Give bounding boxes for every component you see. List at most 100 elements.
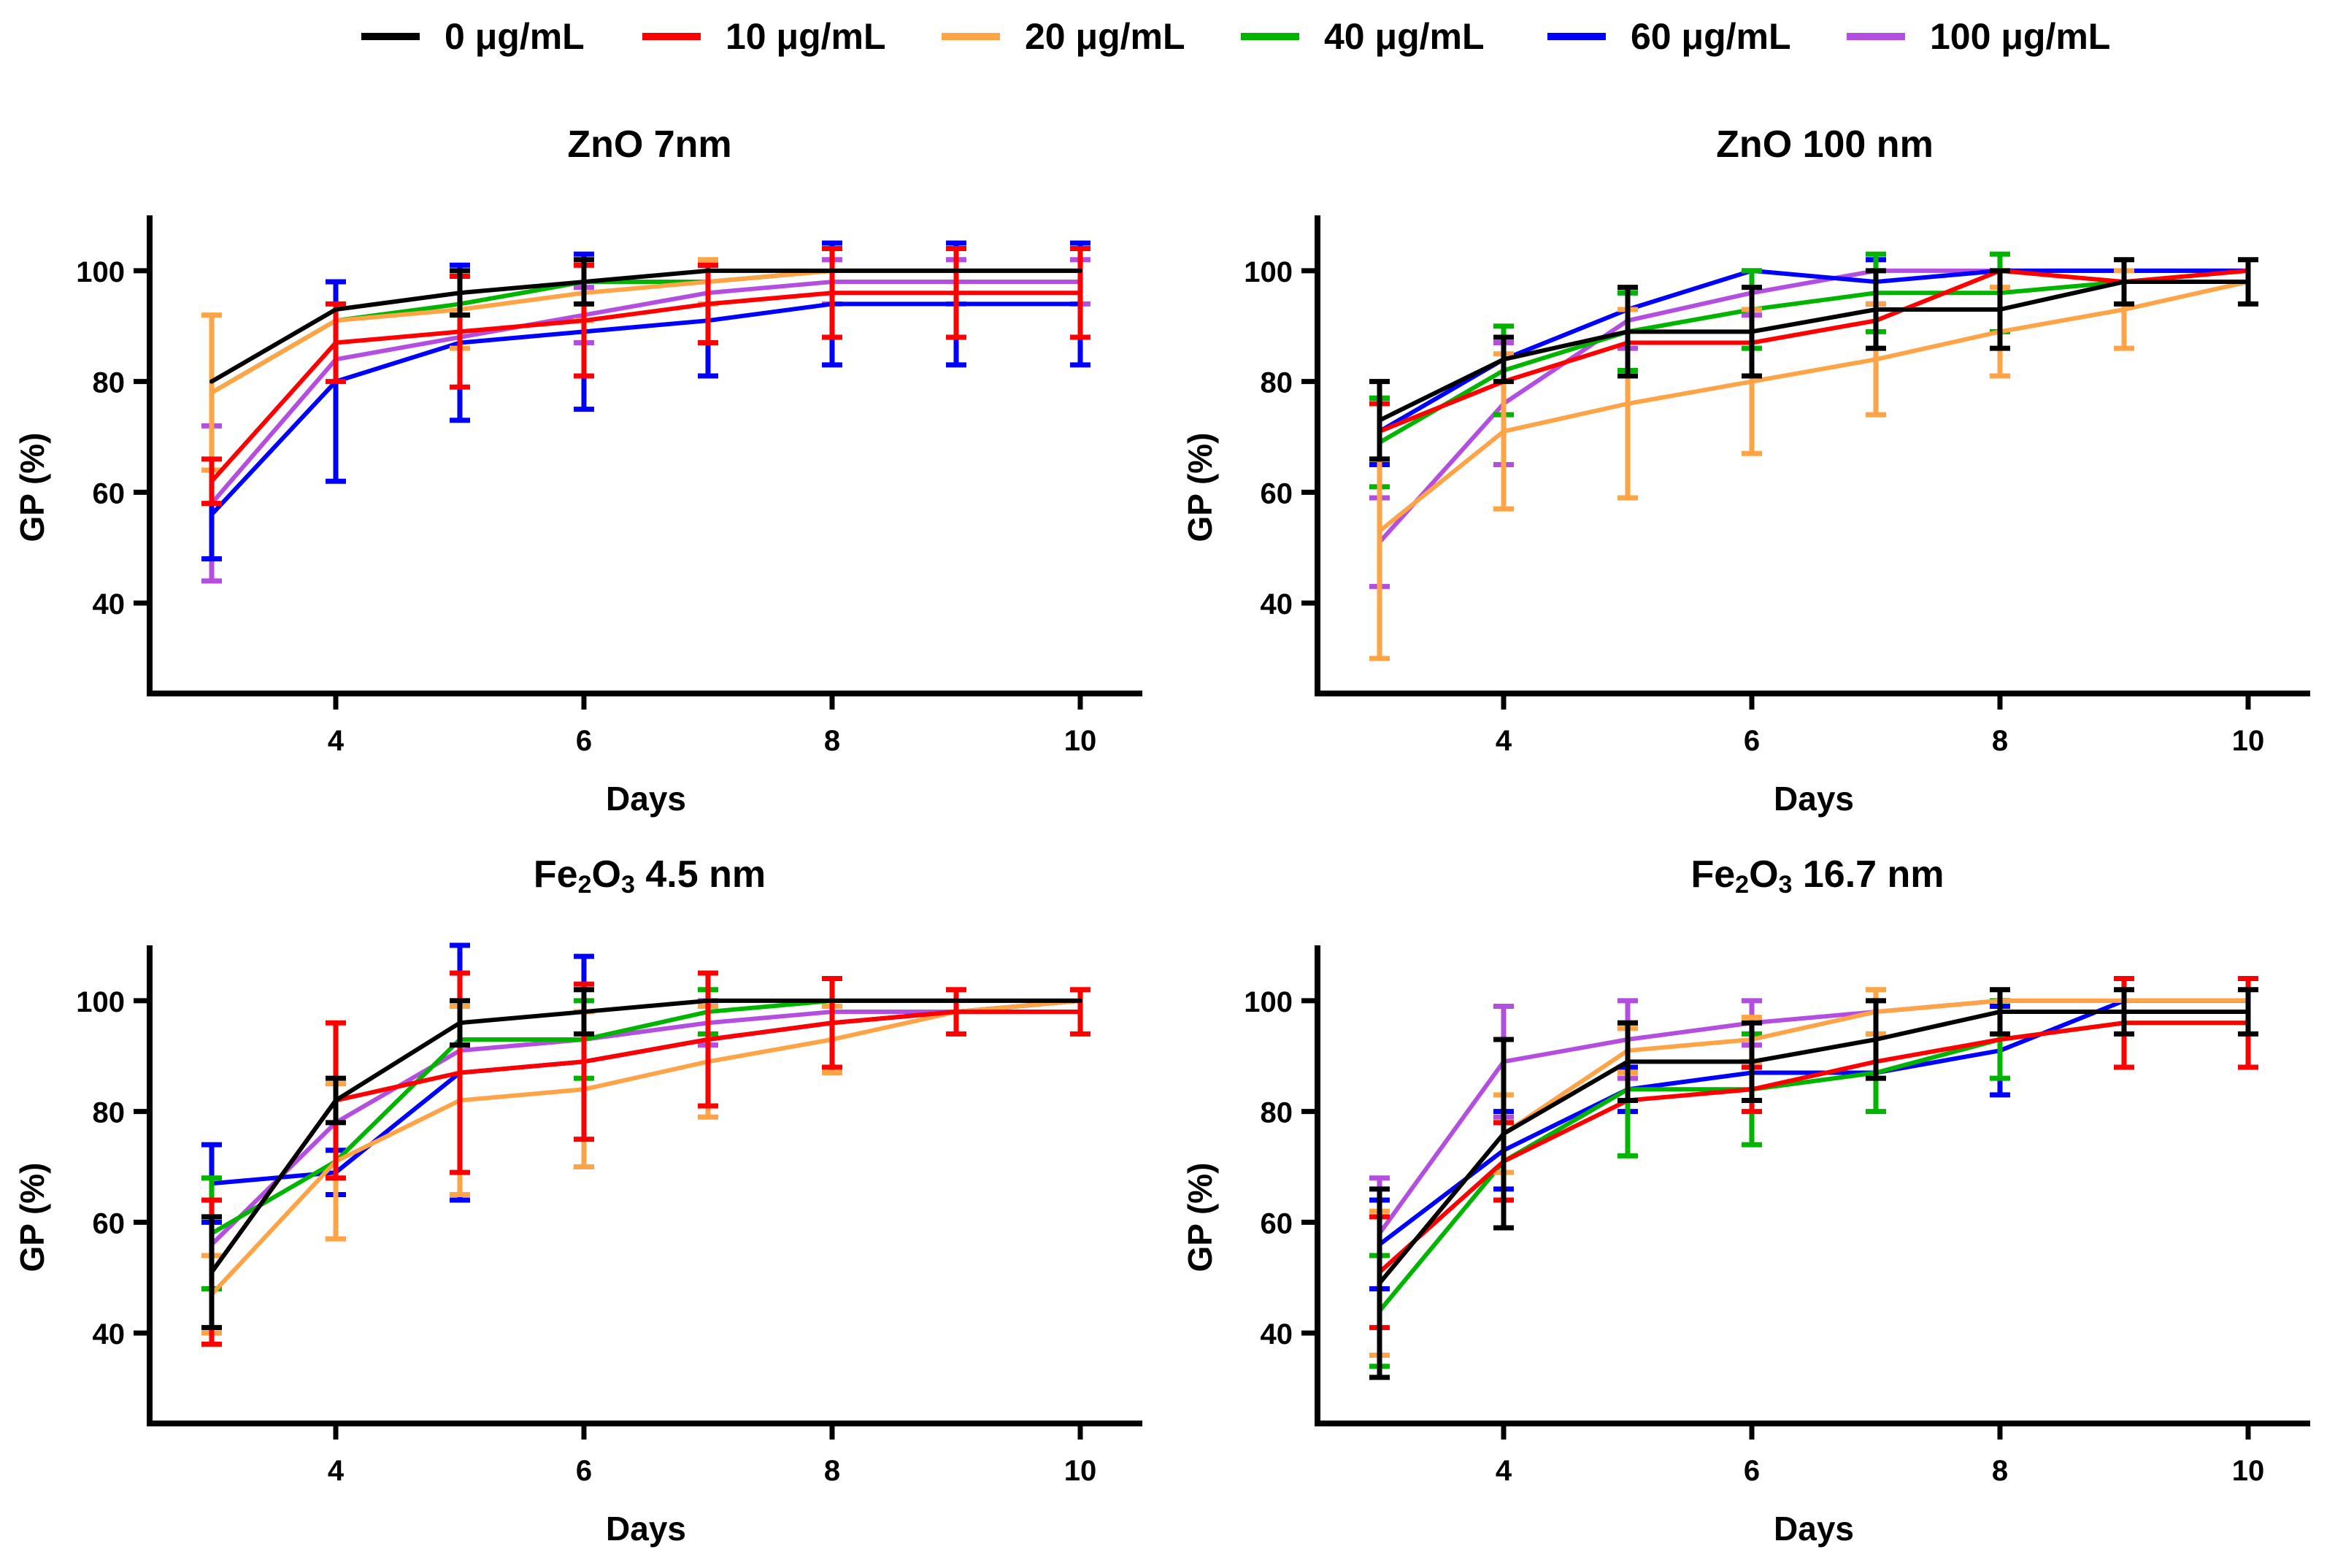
x-tick-label: 4: [1496, 1455, 1512, 1487]
legend-label-40: 40 μg/mL: [1324, 16, 1485, 57]
series-0-g-ml-line: [1377, 280, 2250, 423]
series-0-g-ml-point: [706, 998, 710, 1003]
series-60-g-ml-line: [209, 301, 1082, 517]
y-tick-label: 80: [1261, 367, 1293, 399]
legend-swatch-20: [942, 33, 1000, 40]
chart-zno-7nm: 40 60 80 100 4 6 8 10 Days GP (%): [13, 215, 1142, 818]
series-10-g-ml: [201, 246, 1090, 507]
series-10-g-ml-point: [706, 1037, 710, 1042]
series-0-g-ml-line: [209, 268, 1082, 384]
x-tick-label: 6: [1744, 1455, 1760, 1487]
series-20-g-ml-point: [1750, 379, 1754, 384]
series-0-g-ml-point: [2246, 280, 2250, 285]
series-0-g-ml-line: [209, 998, 1082, 1275]
legend-swatch-0: [361, 33, 420, 40]
series-10-g-ml-point: [954, 291, 958, 296]
series-0-g-ml-point: [458, 291, 462, 296]
series-20-g-ml-point: [1874, 357, 1878, 362]
series-0-g-ml-point: [582, 280, 586, 285]
series-20-g-ml-line: [209, 268, 1082, 395]
panel-fe2o3-16-7nm: Fe2O3 16.7 nm 40 60 80 100 4 6 8 10 Days GP (%): [1168, 810, 2335, 1548]
series-0-g-ml-point: [2122, 280, 2126, 285]
panel-title-fe2o3-4-5nm: Fe2O3 4.5 nm: [533, 853, 766, 899]
x-tick-label: 10: [2232, 1455, 2265, 1487]
series-10-g-ml-line: [1377, 268, 2250, 434]
series-20-g-ml-point: [209, 390, 214, 395]
series-0-g-ml-point: [954, 268, 958, 273]
series-10-g-ml: [201, 970, 1090, 1347]
y-tick-label: 40: [1261, 1318, 1293, 1350]
y-tick-label: 40: [93, 1318, 126, 1350]
series-0-g-ml: [209, 257, 1082, 384]
legend-item-0: 0 μg/mL: [361, 15, 585, 58]
x-axis-label: Days: [606, 1510, 686, 1548]
series-0-g-ml-point: [1626, 329, 1630, 334]
series-10-g-ml-point: [954, 1010, 958, 1015]
series-0-g-ml-point: [830, 268, 834, 273]
legend-label-10: 10 μg/mL: [726, 16, 886, 57]
series-0-g-ml: [1369, 257, 2258, 462]
series-10-g-ml-line: [1377, 1021, 2250, 1275]
series-10-g-ml-point: [830, 1021, 834, 1026]
series-10-g-ml-point: [458, 329, 462, 334]
chart-legend: 0 μg/mL 10 μg/mL 20 μg/mL 40 μg/mL 60 μg…: [0, 0, 2335, 80]
x-tick-label: 4: [328, 725, 345, 757]
y-axis-label: GP (%): [13, 1163, 51, 1272]
panel-title-zno-100nm: ZnO 100 nm: [1716, 123, 1934, 166]
series-0-g-ml-point: [1377, 1280, 1382, 1285]
y-tick-label: 100: [76, 256, 125, 288]
series-10-g-ml-line: [209, 1010, 1082, 1275]
series-0-g-ml-point: [334, 1098, 338, 1103]
series-10-g-ml-point: [209, 479, 214, 484]
series-20-g-ml-line: [1377, 998, 2250, 1285]
x-tick-label: 4: [328, 1455, 345, 1487]
chart-zno-100nm: 40 60 80 100 4 6 8 10 Days GP (%): [1181, 215, 2310, 818]
legend-item-40: 40 μg/mL: [1241, 15, 1485, 58]
series-10-g-ml-point: [458, 1070, 462, 1075]
y-tick-label: 60: [1261, 477, 1293, 510]
legend-item-100: 100 μg/mL: [1847, 15, 2110, 58]
series-40-g-ml-line: [1377, 280, 2250, 445]
y-tick-label: 80: [93, 367, 126, 399]
y-axis-label: GP (%): [1181, 1163, 1219, 1272]
series-0-g-ml-point: [2246, 1010, 2250, 1015]
series-20-g-ml-point: [1501, 428, 1506, 434]
legend-item-60: 60 μg/mL: [1547, 15, 1791, 58]
chart-fe2o3-16-7nm: 40 60 80 100 4 6 8 10 Days GP (%): [1181, 945, 2310, 1548]
series-10-g-ml-point: [582, 318, 586, 323]
panel-title-fe2o3-16-7nm: Fe2O3 16.7 nm: [1690, 853, 1944, 899]
series-0-g-ml-point: [1874, 1037, 1878, 1042]
series-20-g-ml-line: [209, 998, 1082, 1297]
series-0-g-ml-point: [830, 998, 834, 1003]
series-0-g-ml-point: [334, 307, 338, 312]
series-10-g-ml-point: [334, 340, 338, 345]
x-tick-label: 8: [1992, 1455, 2008, 1487]
series-0-g-ml-point: [1750, 1059, 1754, 1064]
series-60-g-ml-point: [209, 512, 214, 517]
series-0-g-ml-point: [1874, 307, 1878, 312]
x-tick-label: 8: [824, 1455, 840, 1487]
x-tick-label: 6: [1744, 725, 1760, 757]
legend-swatch-60: [1547, 33, 1606, 40]
y-tick-label: 80: [1261, 1097, 1293, 1129]
x-axis-label: Days: [1774, 1510, 1854, 1548]
series-0-g-ml-point: [209, 1269, 214, 1275]
legend-item-10: 10 μg/mL: [642, 15, 886, 58]
series-0-g-ml-point: [1501, 1131, 1506, 1136]
series-10-g-ml-point: [1078, 291, 1082, 296]
x-tick-label: 8: [824, 725, 840, 757]
series-10-g-ml-point: [1078, 1010, 1082, 1015]
series-100-g-ml-line: [209, 1010, 1082, 1247]
series-20-g-ml-point: [2122, 307, 2126, 312]
x-axis-label: Days: [1774, 780, 1854, 818]
y-tick-label: 80: [93, 1097, 126, 1129]
legend-swatch-100: [1847, 33, 1905, 40]
y-axis-label: GP (%): [1181, 433, 1219, 542]
y-tick-label: 100: [1244, 256, 1293, 288]
series-0-g-ml-point: [1501, 357, 1506, 362]
legend-swatch-10: [642, 33, 701, 40]
x-tick-label: 4: [1496, 725, 1512, 757]
series-100-g-ml-line: [209, 280, 1082, 506]
y-tick-label: 100: [1244, 986, 1293, 1018]
series-0-g-ml-point: [954, 998, 958, 1003]
